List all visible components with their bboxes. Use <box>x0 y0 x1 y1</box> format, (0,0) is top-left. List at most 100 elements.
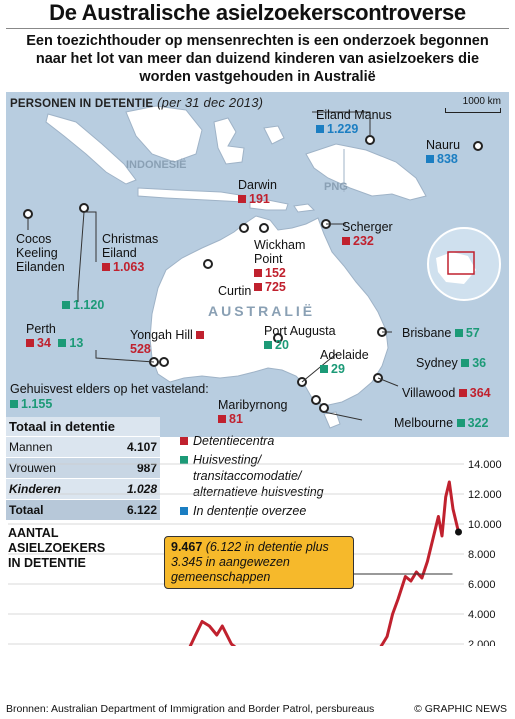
place-cocos-name: Cocos Keeling Eilanden <box>16 232 65 274</box>
detention-marker-icon <box>102 263 110 271</box>
place-brisbane: Brisbane 57 <box>402 326 480 340</box>
housing-marker-icon <box>62 301 70 309</box>
place-yongah: Yongah Hill 528 <box>130 328 210 356</box>
place-christmas-housing: 1.120 <box>62 298 104 312</box>
marker-yongah <box>159 357 169 367</box>
place-sydney: Sydney 36 <box>416 356 486 370</box>
place-port-augusta-name: Port Augusta <box>264 324 336 338</box>
map-section-date: (per 31 dec 2013) <box>157 95 264 110</box>
region-label-australia: AUSTRALIË <box>208 303 316 319</box>
place-maribyrnong: Maribyrnong 81 <box>218 398 287 426</box>
housing-legend-icon <box>180 456 188 464</box>
page-subtitle: Een toezichthouder op mensenrechten is e… <box>26 33 489 85</box>
place-brisbane-value: 57 <box>465 326 480 340</box>
totals-label: Kinderen <box>9 482 62 496</box>
scale-bar: 1000 km <box>445 96 501 113</box>
place-melbourne-name: Melbourne <box>394 416 454 430</box>
place-christmas-name: Christmas Eiland <box>102 232 159 260</box>
totals-value: 1.028 <box>126 482 157 496</box>
place-adelaide: Adelaide 29 <box>320 348 369 376</box>
place-port-augusta: Port Augusta 20 <box>264 324 336 352</box>
place-melbourne-value: 322 <box>467 416 489 430</box>
totals-heading: Totaal in detentie <box>6 417 160 436</box>
legend-label: In dentenție overzee <box>193 504 307 518</box>
housing-marker-icon <box>454 329 463 337</box>
y-tick-label: 14.000 <box>468 459 502 471</box>
housing-marker-icon <box>461 359 470 367</box>
place-christmas-green: 1.120 <box>73 298 105 312</box>
overseas-marker-icon <box>316 125 324 133</box>
place-yongah-name: Yongah Hill <box>130 328 193 342</box>
scale-bar-line <box>445 108 501 113</box>
legend-item-overseas: In dentenție overzee <box>180 503 360 519</box>
place-maribyrnong-value: 81 <box>229 412 243 426</box>
totals-label: Totaal <box>9 503 44 517</box>
map-section-label: Personen in detentie <box>10 98 154 110</box>
locator-globe <box>427 227 501 301</box>
region-label-indonesia: INDONESIË <box>126 159 187 171</box>
place-christmas-red: 1.063 <box>113 260 145 274</box>
table-row: Totaal 6.122 <box>6 499 160 520</box>
place-sydney-value: 36 <box>472 356 487 370</box>
housing-marker-icon <box>10 400 18 408</box>
place-manus: Eiland Manus 1.229 <box>316 108 392 136</box>
place-perth: Perth 34 13 <box>26 322 83 350</box>
place-maribyrnong-name: Maribyrnong <box>218 398 288 412</box>
place-wickham-red: 152 <box>265 266 286 280</box>
place-perth-green: 13 <box>69 336 84 350</box>
place-nauru-name: Nauru <box>426 138 461 152</box>
detention-marker-icon <box>26 339 34 347</box>
map-section-heading: Personen in detentie (per 31 dec 2013) <box>10 95 263 110</box>
totals-table: Totaal in detentie Mannen 4.107 Vrouwen 98… <box>6 417 160 520</box>
place-brisbane-name: Brisbane <box>402 326 452 340</box>
marker-wickham <box>259 223 269 233</box>
map-markers-svg <box>23 111 483 421</box>
housing-marker-icon <box>320 365 328 373</box>
y-tick-label: 2.000 <box>468 639 496 646</box>
place-adelaide-value: 29 <box>331 362 345 376</box>
page-title: De Australische asielzoekerscontroverse <box>49 0 466 25</box>
place-mainland-name: Gehuisvest elders op het vasteland: <box>10 382 209 396</box>
place-sydney-name: Sydney <box>416 356 458 370</box>
place-nauru-value: 838 <box>437 152 458 166</box>
place-nauru: Nauru 838 <box>426 138 460 166</box>
legend-item-detention: Detentiecentra <box>180 433 360 449</box>
marker-darwin <box>239 223 249 233</box>
place-scherger-name: Scherger <box>342 220 393 234</box>
place-villawood-value: 364 <box>469 386 491 400</box>
place-darwin-name: Darwin <box>238 178 277 192</box>
marker-port-augusta <box>273 333 283 343</box>
detention-marker-icon <box>238 195 246 203</box>
tasmania-landmass <box>323 411 341 429</box>
housing-marker-icon <box>456 419 465 427</box>
title-divider <box>6 28 509 29</box>
place-wickham-name: Wickham Point <box>254 238 306 266</box>
place-villawood: Villawood 364 <box>402 386 491 400</box>
place-cocos: Cocos Keeling Eilanden <box>16 232 86 274</box>
marker-melbourne <box>319 403 329 413</box>
place-darwin: Darwin 191 <box>238 178 277 206</box>
place-perth-name: Perth <box>26 322 56 336</box>
housing-marker-icon <box>58 339 67 347</box>
legend-label: Detentiecentra <box>193 434 275 448</box>
map-land-svg <box>45 105 501 429</box>
place-wickham: Wickham Point 152 725 <box>254 238 314 294</box>
detention-marker-icon <box>254 283 262 291</box>
place-yongah-value: 528 <box>130 342 151 356</box>
totals-value: 6.122 <box>126 503 157 517</box>
place-christmas: Christmas Eiland 1.063 <box>102 232 170 274</box>
place-melbourne: Melbourne 322 <box>394 416 488 430</box>
marker-manus <box>365 135 375 145</box>
detention-marker-icon <box>196 331 205 339</box>
place-manus-name: Eiland Manus <box>316 108 392 122</box>
place-mainland: Gehuisvest elders op het vasteland: 1.15… <box>10 382 220 412</box>
new-guinea-landmass <box>305 143 427 201</box>
totals-label: Vrouwen <box>9 461 56 475</box>
detention-marker-icon <box>458 389 467 397</box>
place-villawood-name: Villawood <box>402 386 456 400</box>
region-label-png: PNG <box>324 181 348 193</box>
detention-line-chart: 02.0004.0006.0008.00010.00012.00014.000 … <box>8 459 502 646</box>
y-tick-label: 8.000 <box>468 549 496 561</box>
place-port-augusta-value: 20 <box>275 338 289 352</box>
detention-legend-icon <box>180 437 188 445</box>
